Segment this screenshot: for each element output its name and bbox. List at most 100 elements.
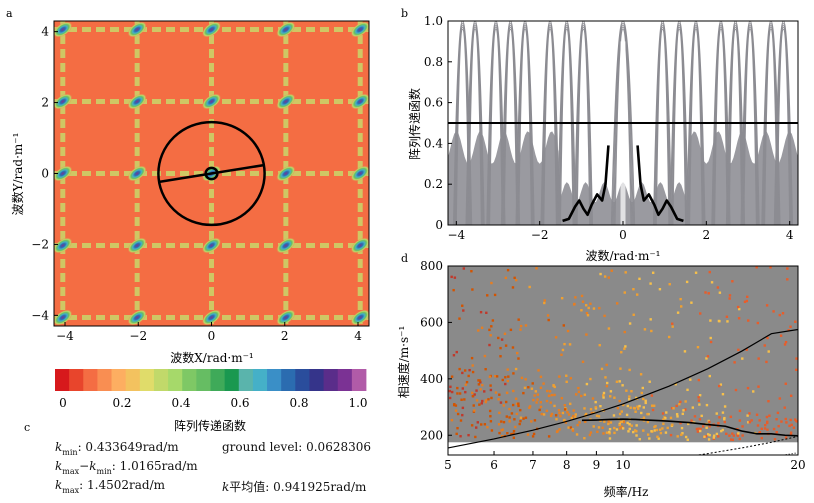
scatter-point [607,276,611,279]
scatter-point [483,354,487,358]
scatter-point [717,384,721,388]
panel-a-axes: −4 −2 0 2 4 −4 −2 0 2 4 [31,25,362,343]
scatter-point [519,408,522,412]
scatter-point [471,288,474,291]
scatter-point [524,378,527,381]
heatmap-peak [201,309,222,326]
panel-a-xtick-label: 4 [354,329,362,343]
scatter-point [641,386,644,390]
scatter-point [618,412,622,416]
scatter-point [461,371,464,375]
scatter-point [765,304,769,307]
panel-a-xtick-label: −4 [56,329,74,343]
kmin-limit-curve [694,435,798,455]
panel-a-ytick-label: 4 [41,25,49,39]
scatter-point [497,423,501,426]
scatter-point [580,309,583,312]
scatter-point [539,386,543,390]
scatter-point [508,407,511,411]
scatter-point [476,421,479,424]
scatter-point [601,426,604,430]
scatter-point [676,311,680,314]
scatter-point [596,430,599,433]
scatter-point [746,414,749,417]
scatter-point [671,325,674,328]
scatter-point [698,418,702,421]
scatter-point [480,326,484,329]
scatter-point [734,388,738,392]
scatter-point [610,269,613,272]
scatter-point [481,383,484,387]
heatmap-peak [276,237,296,254]
scatter-point [784,436,788,439]
kdiff-text: kmax−kmin: 1.0165rad/m [55,459,198,476]
transfer-curve [686,21,706,225]
scatter-point [515,278,518,282]
scatter-point [450,275,453,279]
scatter-point [501,378,504,382]
scatter-point [472,404,475,407]
transfer-curve [776,26,791,225]
transfer-curve [455,26,470,225]
scatter-point [495,375,499,378]
scatter-point [679,297,682,301]
scatter-point [765,360,768,364]
transfer-curve [487,24,505,225]
scatter-point [599,404,602,408]
scatter-point [609,421,613,424]
scatter-point [656,435,659,438]
scatter-point [743,300,747,304]
scatter-point [489,334,492,337]
transfer-curve [775,24,792,225]
transfer-curve [540,21,560,225]
scatter-point [691,406,695,409]
panel-d-ytick-label: 600 [420,315,443,329]
scatter-point [613,426,616,430]
scatter-point [668,282,671,286]
scatter-point [615,380,619,383]
scatter-point [729,415,733,419]
scatter-point [684,408,687,411]
heatmap-peak [276,93,296,110]
scatter-point [528,406,531,409]
scatter-point [480,423,483,426]
scatter-point [488,328,491,332]
scatter-point [778,313,781,317]
scatter-point [505,415,509,418]
transfer-curve [654,24,671,225]
scatter-point [607,422,610,426]
scatter-point [539,405,543,409]
transfer-curve [687,24,705,225]
scatter-point [632,430,635,434]
scatter-point [498,411,501,415]
colorbar-swatch [55,369,70,391]
scatter-point [620,351,623,354]
scatter-point [585,333,588,336]
dispersion-curve [581,418,798,437]
scatter-point [699,427,702,431]
scatter-point [504,376,507,379]
scatter-point [731,438,735,442]
scatter-point [512,372,515,375]
scatter-point [506,268,510,272]
colorbar-tick-label: 0.2 [112,396,131,410]
scatter-point [543,301,546,305]
scatter-point [783,406,786,409]
scatter-point [470,270,473,273]
scatter-point [779,334,783,337]
transfer-curve [725,21,746,225]
scatter-point [620,425,624,429]
scatter-point [709,319,712,322]
scatter-point [763,423,767,427]
scatter-point [535,267,538,270]
transfer-curve [488,26,504,225]
scatter-point [634,396,638,400]
kmean-value: 平均值: 0.941925rad/m [229,480,367,494]
transfer-curve [671,24,688,225]
scatter-point [547,435,551,438]
scatter-point [560,397,564,400]
scatter-point [737,432,740,435]
scatter-point [599,272,602,276]
scatter-point [700,414,703,418]
transfer-central-gap [620,41,626,225]
